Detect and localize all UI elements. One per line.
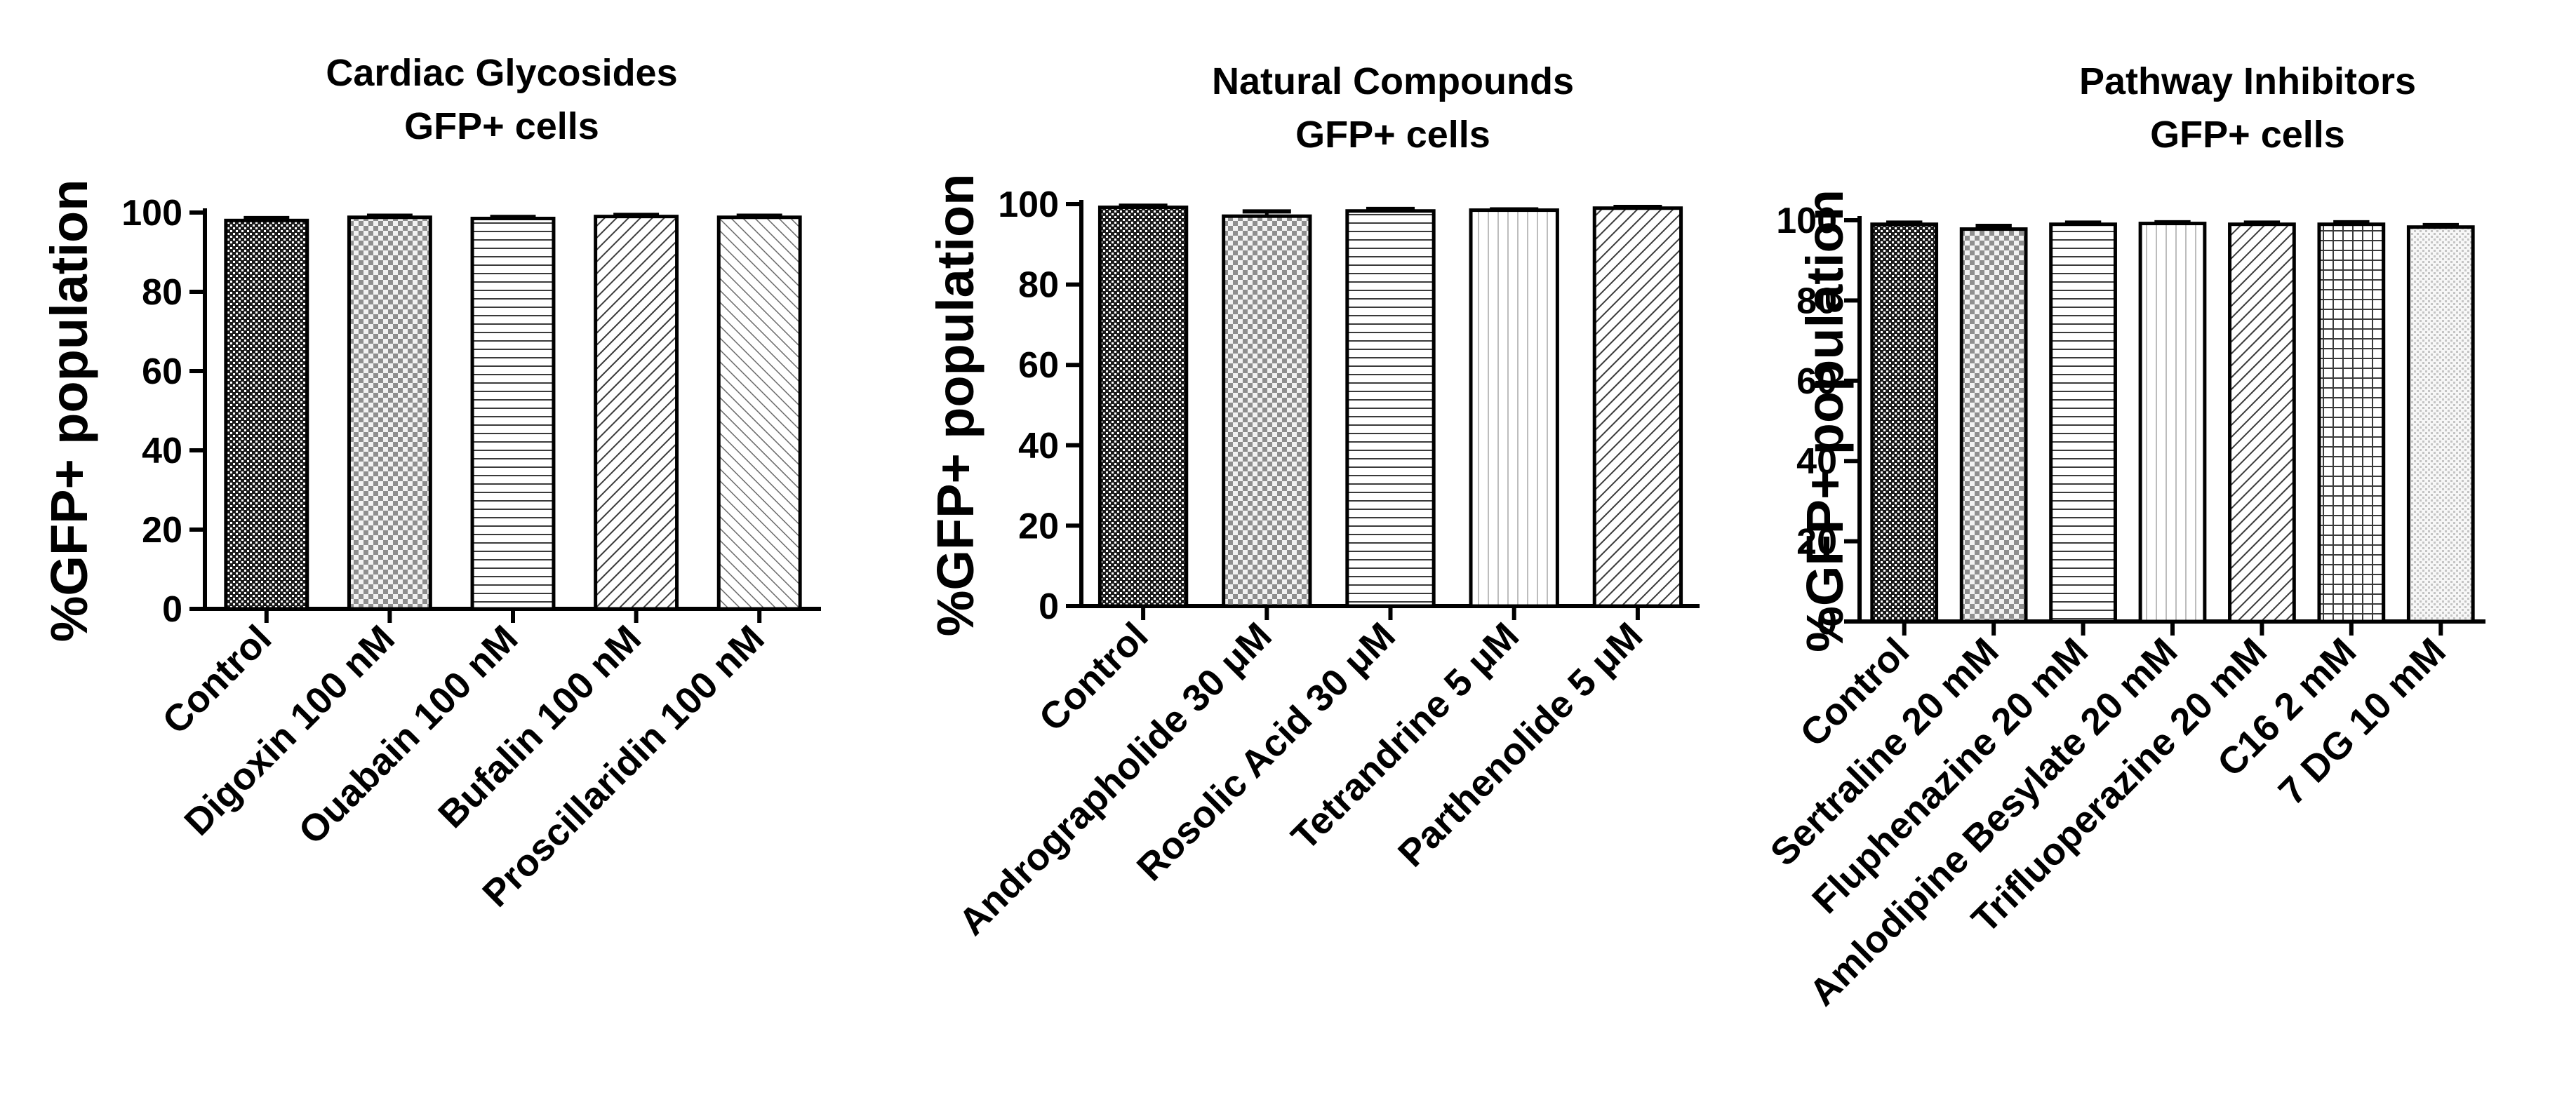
y-tick-label: 80 xyxy=(1796,281,1837,321)
x-tick-label: Control xyxy=(1031,614,1156,739)
y-tick-label: 100 xyxy=(121,193,182,234)
bar xyxy=(2317,222,2386,624)
y-axis-label: %GFP+ population xyxy=(926,174,985,637)
bar xyxy=(1469,208,1559,608)
bar xyxy=(1345,209,1436,608)
y-tick-label: 20 xyxy=(1796,522,1837,563)
y-tick-label: 60 xyxy=(142,351,182,392)
chart-panel-2: Natural Compounds GFP+ cells %GFP+ populat… xyxy=(926,60,1700,943)
y-tick-label: 40 xyxy=(1796,441,1837,482)
chart-title-line: GFP+ cells xyxy=(404,105,599,147)
bar xyxy=(1959,227,2028,624)
y-tick-label: 80 xyxy=(1018,265,1059,306)
chart-title-line: Pathway Inhibitors xyxy=(2079,60,2416,102)
y-tick-label: 60 xyxy=(1796,361,1837,402)
y-tick-label: 40 xyxy=(1018,426,1059,466)
bar xyxy=(2138,222,2207,624)
bar xyxy=(224,218,309,611)
y-axis-label: %GFP+ population xyxy=(1796,189,1854,652)
bar xyxy=(594,215,679,611)
bar xyxy=(1222,214,1312,608)
y-axis-label: %GFP+ population xyxy=(40,180,98,643)
x-tick-label: Digoxin 100 nM xyxy=(176,617,402,843)
chart-panel-1: Cardiac Glycosides GFP+ cells %GFP+ popula… xyxy=(40,52,821,915)
bar xyxy=(1870,222,1939,624)
y-tick-label: 100 xyxy=(1776,201,1837,241)
x-tick-label: Tetrandrine 5 μM xyxy=(1283,614,1527,858)
x-tick-label: Parthenolide 5 μM xyxy=(1390,614,1650,875)
chart-title-line: GFP+ cells xyxy=(2150,114,2345,156)
y-tick-label: 40 xyxy=(142,431,182,471)
bar xyxy=(716,215,802,611)
chart-title-line: Cardiac Glycosides xyxy=(326,52,677,94)
chart-panel-3: Pathway Inhibitors GFP+ cells %GFP+ popula… xyxy=(1763,60,2485,1014)
y-tick-label: 0 xyxy=(1039,586,1059,627)
y-tick-label: 0 xyxy=(162,589,182,630)
bar xyxy=(470,216,556,611)
y-tick-label: 20 xyxy=(142,510,182,551)
y-tick-label: 80 xyxy=(142,272,182,313)
x-tick-label: Ouabain 100 nM xyxy=(291,617,526,852)
y-tick-label: 0 xyxy=(1817,602,1837,643)
bar xyxy=(2049,222,2117,624)
y-tick-label: 60 xyxy=(1018,345,1059,386)
y-tick-label: 100 xyxy=(998,184,1059,225)
bar xyxy=(1097,206,1189,608)
chart-title-line: Natural Compounds xyxy=(1212,60,1574,102)
bar xyxy=(2406,225,2475,624)
bar xyxy=(2228,222,2296,624)
chart-title-line: GFP+ cells xyxy=(1295,114,1490,156)
y-tick-label: 20 xyxy=(1018,506,1059,546)
bar xyxy=(1592,206,1683,608)
x-tick-label: Control xyxy=(154,617,279,742)
bar xyxy=(347,215,432,611)
